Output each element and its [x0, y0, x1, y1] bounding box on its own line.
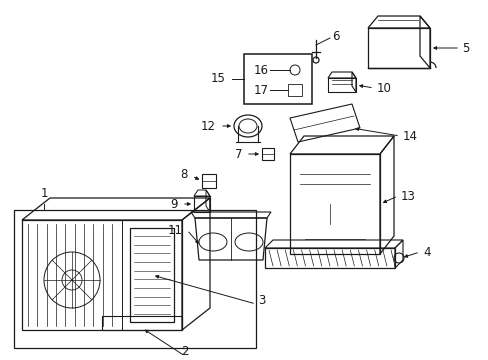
Text: 1: 1 [40, 187, 48, 200]
Text: 15: 15 [211, 72, 225, 85]
Text: 12: 12 [201, 120, 216, 132]
Text: 16: 16 [253, 63, 268, 77]
Text: 3: 3 [258, 293, 265, 306]
Text: 8: 8 [180, 167, 187, 180]
Text: 2: 2 [181, 345, 188, 358]
Text: 6: 6 [331, 30, 339, 42]
Text: 10: 10 [376, 81, 391, 94]
Text: 17: 17 [253, 84, 268, 96]
Text: 4: 4 [422, 246, 429, 258]
Text: 14: 14 [402, 130, 417, 143]
Text: 9: 9 [170, 198, 178, 211]
Text: 5: 5 [461, 41, 468, 54]
Text: 7: 7 [234, 148, 242, 161]
Text: 13: 13 [400, 189, 415, 202]
Text: 11: 11 [168, 224, 183, 237]
